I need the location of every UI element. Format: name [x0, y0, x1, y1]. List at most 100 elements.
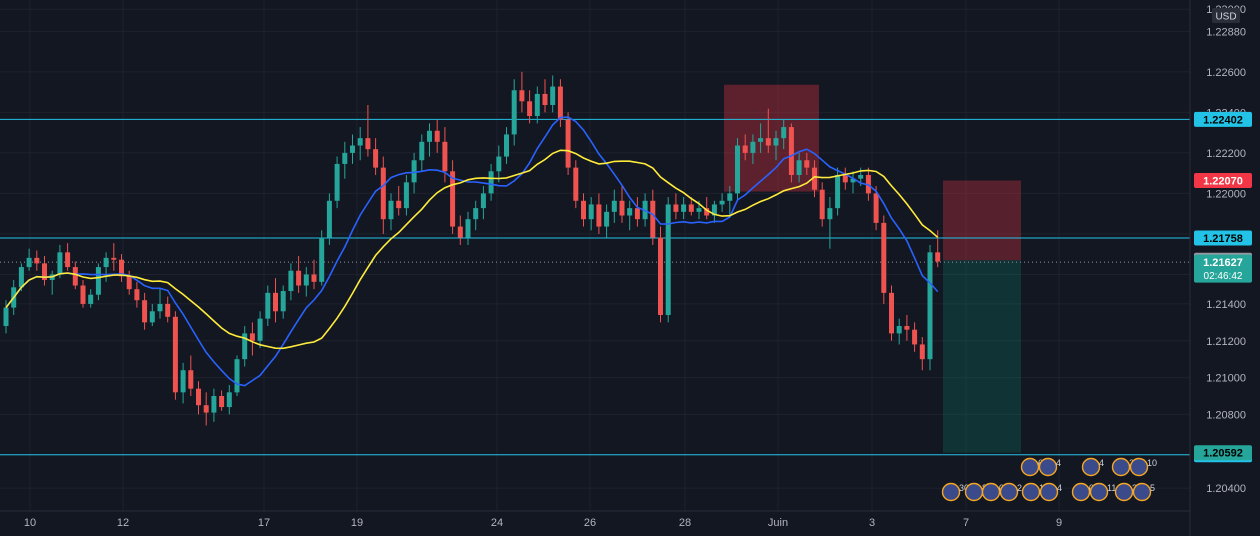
event-badge [1114, 482, 1134, 502]
candle-body [234, 359, 240, 393]
price-tick-label: 1.22000 [1206, 188, 1246, 200]
stop-loss-zone [943, 180, 1021, 261]
candle-body [303, 274, 309, 286]
price-tag-label: 1.22402 [1203, 114, 1243, 126]
candle-body [596, 204, 602, 227]
time-tick-label: 26 [584, 517, 596, 529]
event-badge [1089, 482, 1109, 502]
candle-body [765, 138, 771, 146]
countdown-label: 02:46:42 [1204, 271, 1243, 282]
candle-body [912, 329, 918, 345]
candle-body [450, 171, 456, 227]
candle-body [750, 141, 756, 153]
candle-body [873, 193, 879, 223]
candle-body [604, 211, 610, 227]
candle-body [658, 237, 663, 315]
candle-body [557, 86, 563, 120]
candle-body [788, 127, 794, 175]
candle-body [357, 138, 363, 146]
candle-body [211, 396, 217, 413]
candle-body [196, 388, 201, 406]
price-tag [1194, 111, 1252, 127]
candle-body [442, 141, 448, 172]
candle-body [265, 292, 271, 319]
time-tick-label: 17 [258, 517, 270, 529]
candle-body [457, 226, 463, 238]
price-tag [1194, 445, 1252, 461]
price-tag-label: 1.20592 [1203, 448, 1243, 460]
candle-body [650, 200, 656, 238]
take-profit-zone [943, 260, 1021, 453]
candle-body [927, 252, 933, 360]
price-tag-label: 1.22070 [1203, 176, 1243, 188]
candle-body [434, 130, 440, 142]
event-badge [999, 482, 1019, 502]
price-tag [1194, 230, 1252, 246]
candle-body [326, 200, 332, 238]
candle-body [758, 138, 764, 142]
candle-body [142, 300, 148, 323]
event-badge [981, 482, 1001, 502]
price-tick-label: 1.21400 [1206, 299, 1246, 311]
economic-event-badges: 6442103080210401135 [941, 457, 1157, 502]
candle-body [542, 93, 548, 105]
candle-body [288, 270, 294, 292]
candle-body [812, 167, 817, 190]
candle-body [342, 152, 348, 164]
horizontal-levels [0, 118, 1190, 456]
candle-body [80, 285, 86, 304]
event-badge-count: 4 [1057, 483, 1062, 493]
candle-body [3, 307, 9, 327]
candle-body [149, 311, 155, 323]
candle-body [488, 171, 494, 194]
candle-body [496, 156, 502, 172]
event-badge [1039, 482, 1059, 502]
candle-body [696, 208, 702, 212]
candle-body [835, 174, 841, 209]
candle-body [380, 167, 386, 220]
candle-body [850, 178, 856, 183]
event-badge-count: 5 [1150, 483, 1155, 493]
candle-body [396, 200, 402, 209]
price-tag-label: 1.21758 [1203, 233, 1243, 245]
candle-body [350, 145, 355, 153]
candle-body [72, 267, 78, 286]
candle-body [373, 149, 379, 168]
time-tick-label: 7 [963, 517, 969, 529]
event-badge [1021, 482, 1041, 502]
event-badge-count: 4 [1099, 458, 1104, 468]
candle-body [226, 392, 232, 408]
candle-body [280, 291, 286, 312]
price-tick-label: 1.20800 [1206, 409, 1246, 421]
event-badge-count: 2 [1017, 483, 1022, 493]
price-tick-label: 1.20400 [1206, 483, 1246, 495]
price-tick-label: 1.22880 [1206, 26, 1246, 38]
slow-moving-average-line [5, 149, 939, 350]
event-badge-count: 10 [1147, 458, 1157, 468]
candle-body [804, 160, 810, 168]
candle-body [665, 204, 671, 315]
drawing-zones [724, 84, 1021, 453]
candle-body [419, 141, 425, 161]
candle-body [42, 263, 47, 280]
candle-body [573, 167, 579, 201]
candle-body [111, 257, 117, 260]
price-tick-label: 1.22200 [1206, 148, 1246, 160]
event-badge-count: 11 [1107, 483, 1116, 493]
candle-body [311, 274, 317, 282]
candlestick-series [3, 71, 941, 426]
candle-body [519, 90, 525, 102]
candle-body [781, 127, 787, 139]
price-tag [1194, 254, 1252, 283]
candle-body [889, 292, 894, 334]
candle-body [842, 174, 848, 183]
price-tick-label: 1.21200 [1206, 336, 1246, 348]
candle-body [473, 208, 479, 220]
time-tick-label: 28 [679, 517, 691, 529]
time-axis[interactable]: 10 12 17 19 24 26 28 Juin 3 7 9 [0, 510, 1190, 529]
candle-body [34, 257, 40, 264]
candle-body [365, 138, 371, 150]
candle-body [881, 222, 887, 293]
